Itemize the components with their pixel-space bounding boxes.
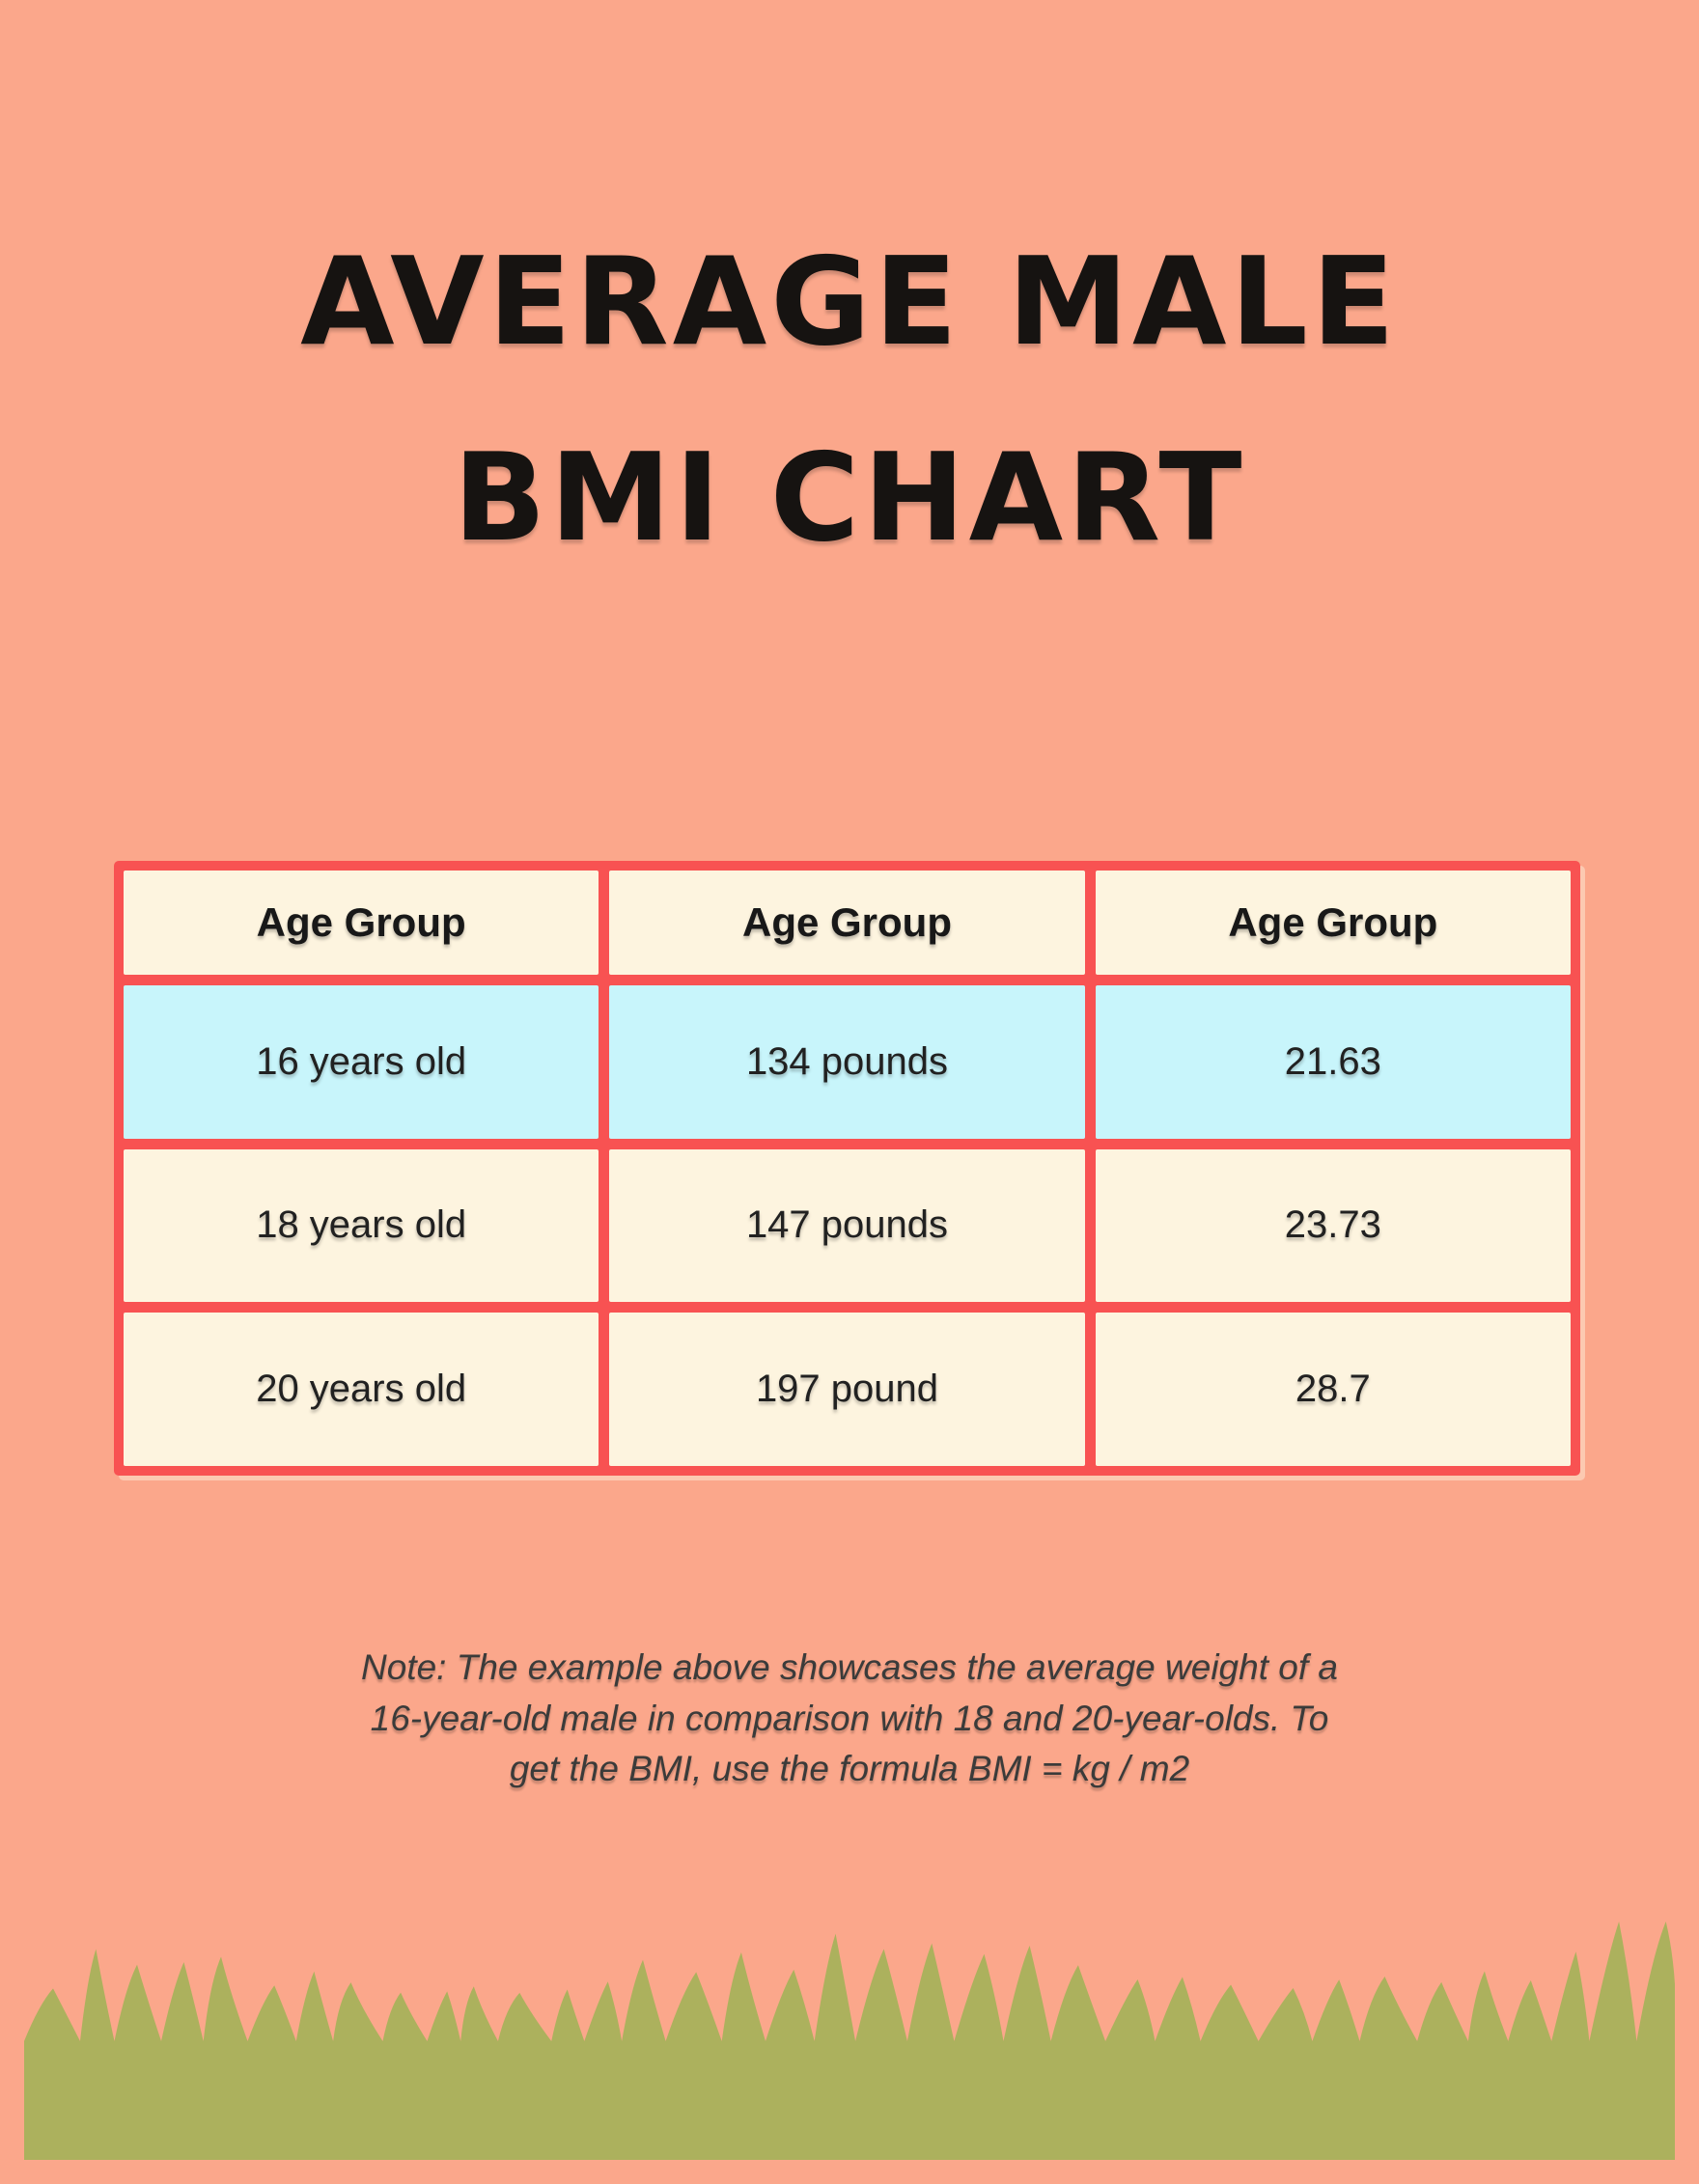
note-line-3: get the BMI, use the formula BMI = kg / … bbox=[509, 1749, 1190, 1789]
note-text: Note: The example above showcases the av… bbox=[0, 1643, 1699, 1795]
table-cell-bmi-18: 23.73 bbox=[1095, 1148, 1571, 1303]
bmi-table: Age Group Age Group Age Group 16 years o… bbox=[114, 861, 1580, 1476]
note-line-1: Note: The example above showcases the av… bbox=[361, 1647, 1338, 1687]
page-title: AVERAGE MALE BMI CHART bbox=[0, 234, 1699, 566]
title-line-2: BMI CHART bbox=[453, 427, 1246, 569]
table-cell-bmi-20: 28.7 bbox=[1095, 1313, 1571, 1466]
table-cell-age-18: 18 years old bbox=[124, 1148, 599, 1303]
title-line-1: AVERAGE MALE bbox=[300, 231, 1399, 373]
table-header-age-group-1: Age Group bbox=[124, 871, 599, 975]
table-cell-age-16: 16 years old bbox=[124, 985, 599, 1139]
table-cell-weight-20: 197 pound bbox=[609, 1313, 1085, 1466]
table-cell-weight-18: 147 pounds bbox=[609, 1148, 1085, 1303]
table-cell-age-20: 20 years old bbox=[124, 1313, 599, 1466]
table-cell-bmi-16: 21.63 bbox=[1095, 985, 1571, 1139]
note-line-2: 16-year-old male in comparison with 18 a… bbox=[370, 1698, 1329, 1738]
table-header-age-group-3: Age Group bbox=[1095, 871, 1571, 975]
grass-illustration bbox=[24, 1921, 1675, 2160]
table-cell-weight-16: 134 pounds bbox=[609, 985, 1085, 1139]
table-header-age-group-2: Age Group bbox=[609, 871, 1085, 975]
